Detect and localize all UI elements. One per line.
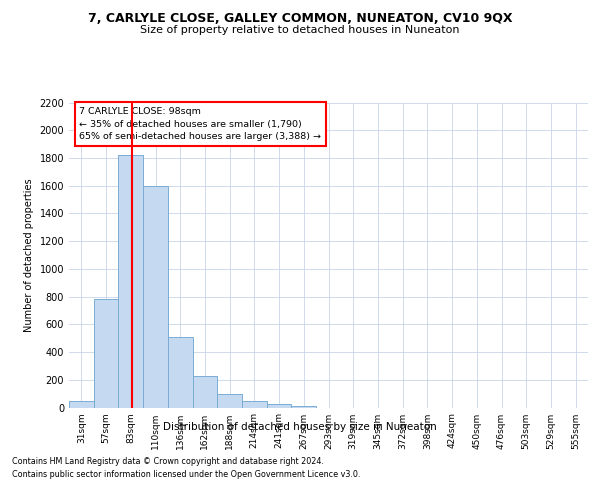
- Bar: [193, 376, 217, 408]
- Bar: [242, 400, 267, 407]
- Bar: [69, 400, 94, 407]
- Y-axis label: Number of detached properties: Number of detached properties: [24, 178, 34, 332]
- Bar: [143, 186, 168, 408]
- Text: 7, CARLYLE CLOSE, GALLEY COMMON, NUNEATON, CV10 9QX: 7, CARLYLE CLOSE, GALLEY COMMON, NUNEATO…: [88, 12, 512, 26]
- Text: Size of property relative to detached houses in Nuneaton: Size of property relative to detached ho…: [140, 25, 460, 35]
- Bar: [267, 404, 292, 407]
- Bar: [292, 406, 316, 407]
- Bar: [217, 394, 242, 407]
- Bar: [94, 300, 118, 408]
- Bar: [118, 155, 143, 407]
- Bar: [168, 337, 193, 407]
- Text: 7 CARLYLE CLOSE: 98sqm
← 35% of detached houses are smaller (1,790)
65% of semi-: 7 CARLYLE CLOSE: 98sqm ← 35% of detached…: [79, 107, 322, 141]
- Text: Distribution of detached houses by size in Nuneaton: Distribution of detached houses by size …: [163, 422, 437, 432]
- Text: Contains public sector information licensed under the Open Government Licence v3: Contains public sector information licen…: [12, 470, 361, 479]
- Text: Contains HM Land Registry data © Crown copyright and database right 2024.: Contains HM Land Registry data © Crown c…: [12, 458, 324, 466]
